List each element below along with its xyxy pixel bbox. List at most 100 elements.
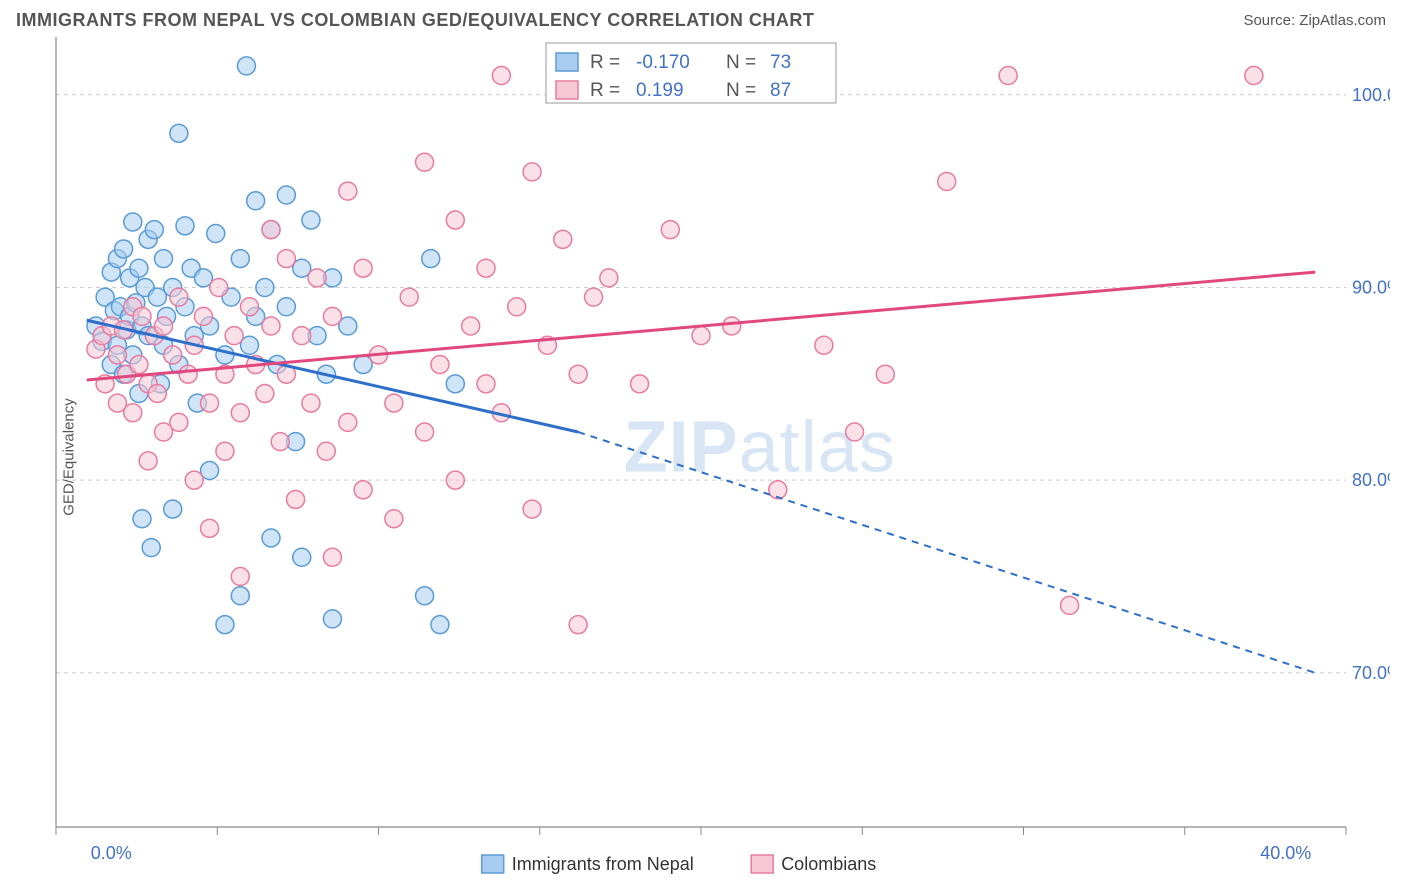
- data-point: [600, 269, 618, 287]
- data-point: [247, 192, 265, 210]
- data-point: [508, 298, 526, 316]
- data-point: [256, 278, 274, 296]
- data-point: [400, 288, 418, 306]
- data-point: [385, 510, 403, 528]
- data-point: [108, 346, 126, 364]
- data-point: [139, 452, 157, 470]
- data-point: [164, 346, 182, 364]
- data-point: [308, 269, 326, 287]
- data-point: [431, 616, 449, 634]
- data-point: [446, 211, 464, 229]
- data-point: [231, 404, 249, 422]
- data-point: [277, 250, 295, 268]
- data-point: [210, 278, 228, 296]
- data-point: [148, 384, 166, 402]
- data-point: [661, 221, 679, 239]
- data-point: [216, 616, 234, 634]
- y-tick-label: 80.0%: [1352, 470, 1390, 490]
- data-point: [723, 317, 741, 335]
- data-point: [201, 394, 219, 412]
- data-point: [446, 375, 464, 393]
- data-point: [446, 471, 464, 489]
- data-point: [225, 327, 243, 345]
- data-point: [554, 230, 572, 248]
- data-point: [999, 67, 1017, 85]
- legend-swatch: [482, 855, 504, 873]
- data-point: [145, 221, 163, 239]
- data-point: [207, 225, 225, 243]
- data-point: [155, 317, 173, 335]
- stat-r-value: -0.170: [636, 52, 690, 73]
- data-point: [271, 433, 289, 451]
- watermark: ZIPatlas: [624, 408, 896, 488]
- data-point: [339, 413, 357, 431]
- data-point: [262, 529, 280, 547]
- data-point: [339, 182, 357, 200]
- data-point: [216, 346, 234, 364]
- data-point: [354, 481, 372, 499]
- data-point: [185, 471, 203, 489]
- data-point: [462, 317, 480, 335]
- source-attribution: Source: ZipAtlas.com: [1243, 12, 1386, 29]
- stat-n-label: N =: [726, 52, 756, 73]
- data-point: [179, 365, 197, 383]
- data-point: [170, 124, 188, 142]
- data-point: [769, 481, 787, 499]
- legend-swatch: [751, 855, 773, 873]
- data-point: [523, 163, 541, 181]
- x-tick-label: 0.0%: [91, 843, 132, 863]
- data-point: [692, 327, 710, 345]
- data-point: [237, 57, 255, 75]
- data-point: [302, 394, 320, 412]
- trend-line-extrapolated: [578, 432, 1315, 673]
- data-point: [164, 500, 182, 518]
- stat-n-value: 73: [770, 52, 791, 73]
- data-point: [155, 250, 173, 268]
- data-point: [231, 568, 249, 586]
- stat-r-label: R =: [590, 52, 620, 73]
- data-point: [293, 327, 311, 345]
- data-point: [569, 365, 587, 383]
- data-point: [115, 240, 133, 258]
- legend-swatch: [556, 81, 578, 99]
- data-point: [631, 375, 649, 393]
- data-point: [317, 442, 335, 460]
- data-point: [477, 259, 495, 277]
- stat-r-value: 0.199: [636, 80, 684, 101]
- stat-n-value: 87: [770, 80, 791, 101]
- data-point: [385, 394, 403, 412]
- data-point: [130, 259, 148, 277]
- data-point: [422, 250, 440, 268]
- legend-label: Immigrants from Nepal: [512, 854, 694, 874]
- stat-n-label: N =: [726, 80, 756, 101]
- y-tick-label: 90.0%: [1352, 277, 1390, 297]
- data-point: [876, 365, 894, 383]
- data-point: [323, 610, 341, 628]
- data-point: [133, 307, 151, 325]
- data-point: [170, 288, 188, 306]
- data-point: [142, 539, 160, 557]
- data-point: [133, 510, 151, 528]
- data-point: [585, 288, 603, 306]
- data-point: [302, 211, 320, 229]
- chart-title: IMMIGRANTS FROM NEPAL VS COLOMBIAN GED/E…: [16, 10, 814, 31]
- y-tick-label: 70.0%: [1352, 663, 1390, 683]
- legend-swatch: [556, 53, 578, 71]
- data-point: [262, 221, 280, 239]
- data-point: [194, 307, 212, 325]
- data-point: [431, 356, 449, 374]
- data-point: [492, 67, 510, 85]
- data-point: [323, 548, 341, 566]
- data-point: [130, 356, 148, 374]
- data-point: [262, 317, 280, 335]
- correlation-scatter-chart: 70.0%80.0%90.0%100.0%ZIPatlas0.0%40.0%R …: [16, 37, 1390, 877]
- data-point: [323, 307, 341, 325]
- data-point: [1245, 67, 1263, 85]
- data-point: [176, 217, 194, 235]
- data-point: [815, 336, 833, 354]
- stat-r-label: R =: [590, 80, 620, 101]
- data-point: [231, 587, 249, 605]
- data-point: [124, 404, 142, 422]
- y-axis-label: GED/Equivalency: [60, 398, 77, 516]
- data-point: [523, 500, 541, 518]
